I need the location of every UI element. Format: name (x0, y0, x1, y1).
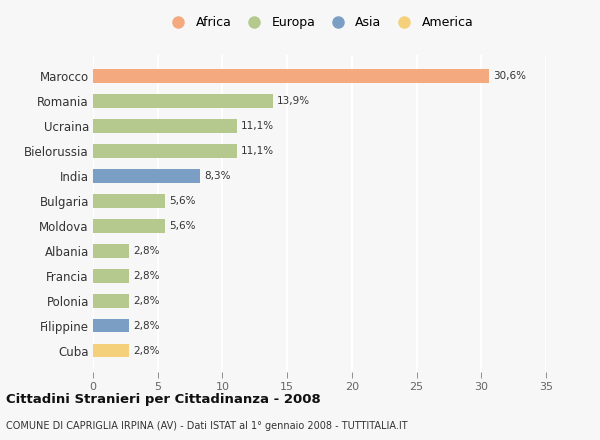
Text: 30,6%: 30,6% (493, 71, 526, 81)
Bar (93, 319, 129, 333)
Bar (93, 219, 166, 233)
Text: 8,3%: 8,3% (205, 171, 231, 181)
Text: 5,6%: 5,6% (169, 221, 196, 231)
Text: 11,1%: 11,1% (241, 146, 274, 156)
Text: 2,8%: 2,8% (133, 321, 160, 330)
Text: 5,6%: 5,6% (169, 196, 196, 206)
Bar (93, 144, 236, 158)
Text: 11,1%: 11,1% (241, 121, 274, 131)
Bar (93, 344, 129, 357)
Text: 2,8%: 2,8% (133, 296, 160, 306)
Bar (93, 244, 129, 258)
Text: 13,9%: 13,9% (277, 96, 310, 106)
Bar (93, 94, 273, 108)
Text: 2,8%: 2,8% (133, 271, 160, 281)
Bar (93, 119, 236, 133)
Bar (93, 294, 129, 308)
Text: 2,8%: 2,8% (133, 246, 160, 256)
Text: 2,8%: 2,8% (133, 345, 160, 356)
Legend: Africa, Europa, Asia, America: Africa, Europa, Asia, America (163, 14, 476, 32)
Bar (93, 269, 129, 282)
Text: COMUNE DI CAPRIGLIA IRPINA (AV) - Dati ISTAT al 1° gennaio 2008 - TUTTITALIA.IT: COMUNE DI CAPRIGLIA IRPINA (AV) - Dati I… (6, 421, 407, 431)
Bar (93, 169, 200, 183)
Bar (93, 194, 166, 208)
Text: Cittadini Stranieri per Cittadinanza - 2008: Cittadini Stranieri per Cittadinanza - 2… (6, 392, 321, 406)
Bar (93, 70, 489, 83)
